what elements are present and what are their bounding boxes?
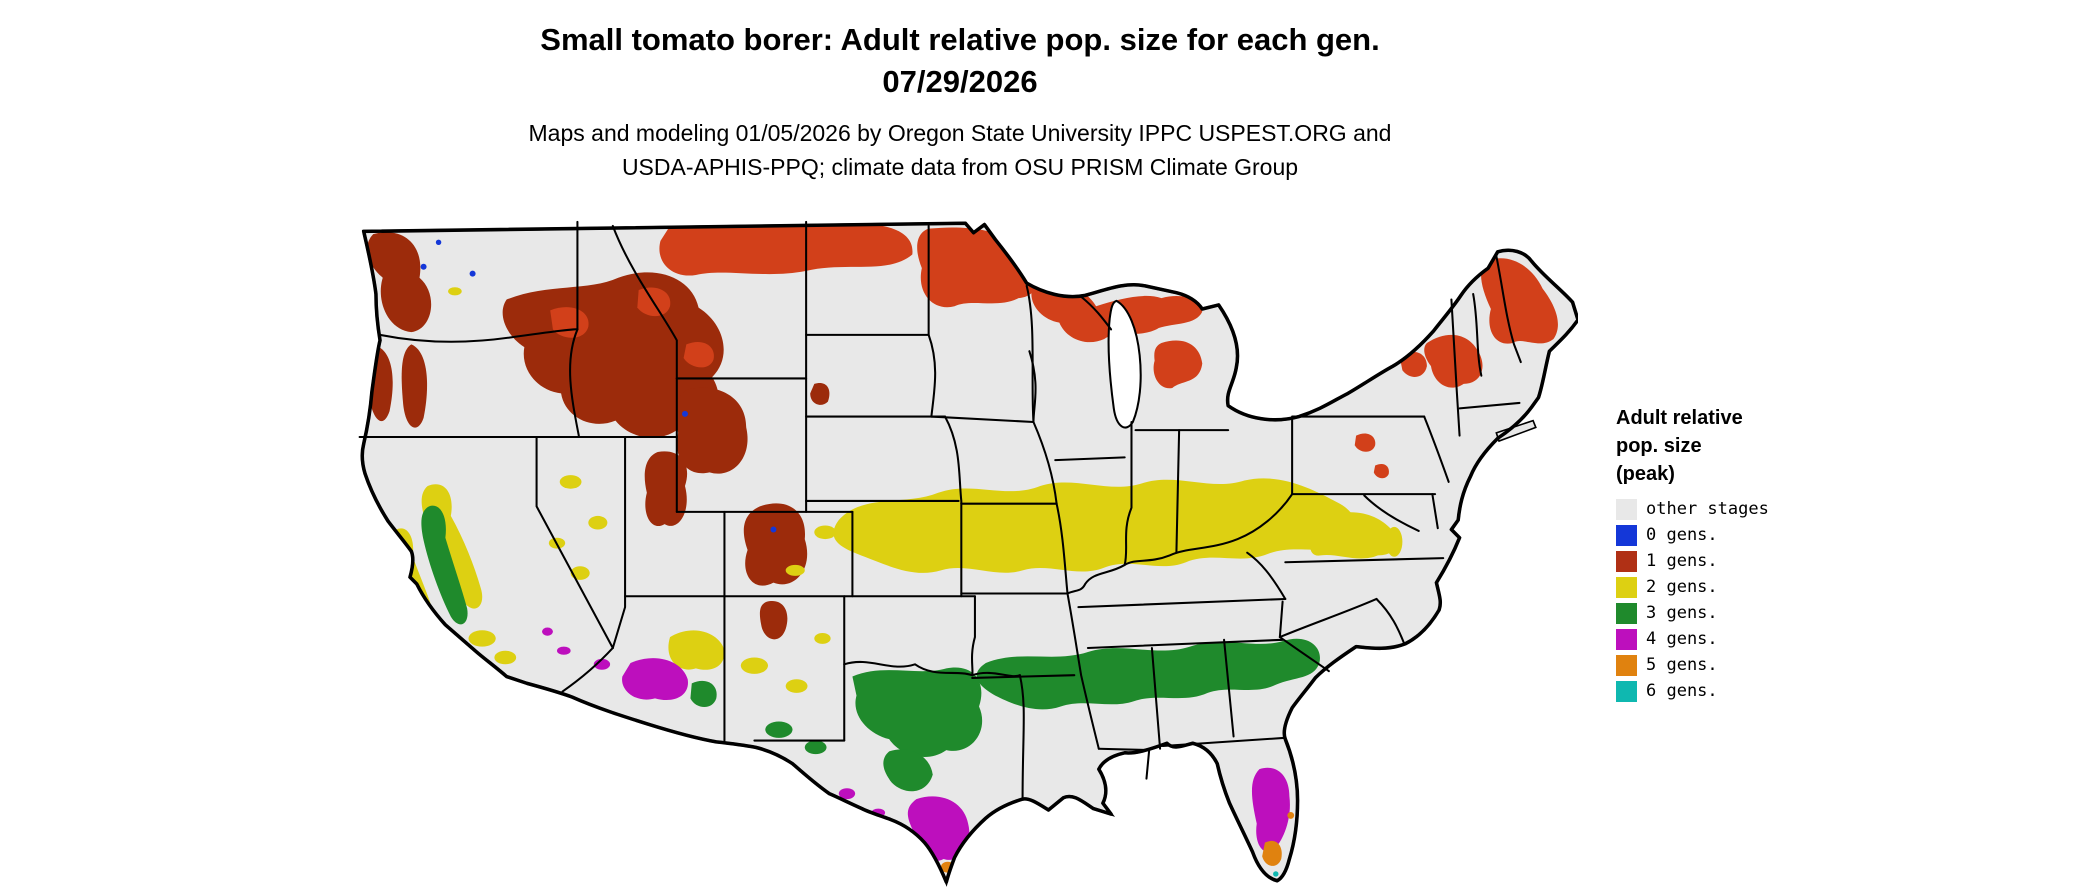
regions-gen1-dark	[366, 232, 830, 640]
map-date: 07/29/2026	[882, 64, 1038, 99]
legend-label: other stages	[1646, 499, 1769, 519]
legend-label: 0 gens.	[1646, 525, 1718, 545]
legend-title-line-2: pop. size	[1616, 435, 1702, 457]
legend-label: 5 gens.	[1646, 655, 1718, 675]
regions-gen5	[940, 812, 1295, 873]
legend: Adult relative pop. size (peak) other st…	[1616, 404, 1856, 704]
legend-swatch	[1616, 524, 1637, 546]
regions-gen2	[393, 287, 1403, 693]
legend-item-other-stages: other stages	[1616, 496, 1856, 522]
legend-swatch	[1616, 654, 1637, 676]
legend-label: 4 gens.	[1646, 629, 1718, 649]
legend-swatch	[1616, 680, 1637, 702]
lake-michigan	[1107, 299, 1142, 429]
legend-label: 1 gens.	[1646, 551, 1718, 571]
us-outline-stroke	[360, 221, 1578, 884]
population-regions	[366, 224, 1558, 880]
legend-label: 6 gens.	[1646, 681, 1718, 701]
legend-item-2-gens: 2 gens.	[1616, 574, 1856, 600]
regions-gen3	[421, 505, 1320, 792]
legend-swatch	[1616, 498, 1637, 520]
regions-gen0	[420, 239, 777, 533]
legend-item-0-gens: 0 gens.	[1616, 522, 1856, 548]
attribution-line-1: Maps and modeling 01/05/2026 by Oregon S…	[528, 120, 1392, 146]
legend-item-6-gens: 6 gens.	[1616, 678, 1856, 704]
legend-item-1-gens: 1 gens.	[1616, 548, 1856, 574]
state-borders	[358, 220, 1522, 801]
legend-swatch	[1616, 628, 1637, 650]
map-attribution: Maps and modeling 01/05/2026 by Oregon S…	[300, 116, 1620, 184]
map-title: Small tomato borer: Adult relative pop. …	[540, 22, 1380, 57]
legend-item-3-gens: 3 gens.	[1616, 600, 1856, 626]
legend-title-line-3: (peak)	[1616, 463, 1675, 485]
legend-title: Adult relative pop. size (peak)	[1616, 404, 1856, 488]
legend-swatch	[1616, 550, 1637, 572]
legend-swatch	[1616, 602, 1637, 624]
header: Small tomato borer: Adult relative pop. …	[300, 22, 1620, 184]
legend-items: other stages 0 gens. 1 gens. 2 gens. 3 g…	[1616, 496, 1856, 704]
legend-item-5-gens: 5 gens.	[1616, 652, 1856, 678]
legend-title-line-1: Adult relative	[1616, 407, 1743, 429]
us-map-svg	[358, 220, 1578, 887]
legend-item-4-gens: 4 gens.	[1616, 626, 1856, 652]
attribution-line-2: USDA-APHIS-PPQ; climate data from OSU PR…	[621, 154, 1299, 180]
legend-label: 2 gens.	[1646, 577, 1718, 597]
legend-label: 3 gens.	[1646, 603, 1718, 623]
us-generations-map	[346, 215, 1578, 889]
legend-swatch	[1616, 576, 1637, 598]
